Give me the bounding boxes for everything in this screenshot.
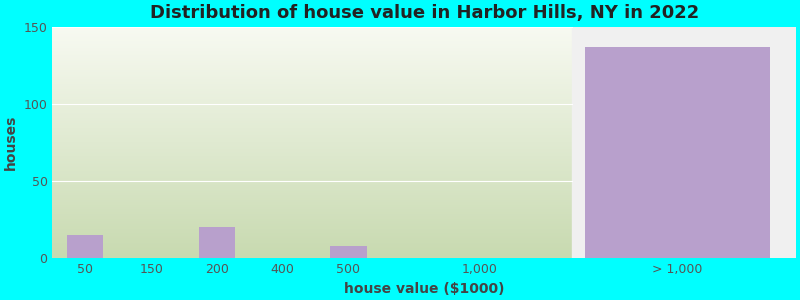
Y-axis label: houses: houses [4,115,18,170]
Bar [330,246,366,258]
Bar [572,26,796,258]
Bar [199,227,235,258]
Bar [586,46,770,258]
Bar [67,235,103,258]
X-axis label: house value ($1000): house value ($1000) [344,282,504,296]
Title: Distribution of house value in Harbor Hills, NY in 2022: Distribution of house value in Harbor Hi… [150,4,698,22]
